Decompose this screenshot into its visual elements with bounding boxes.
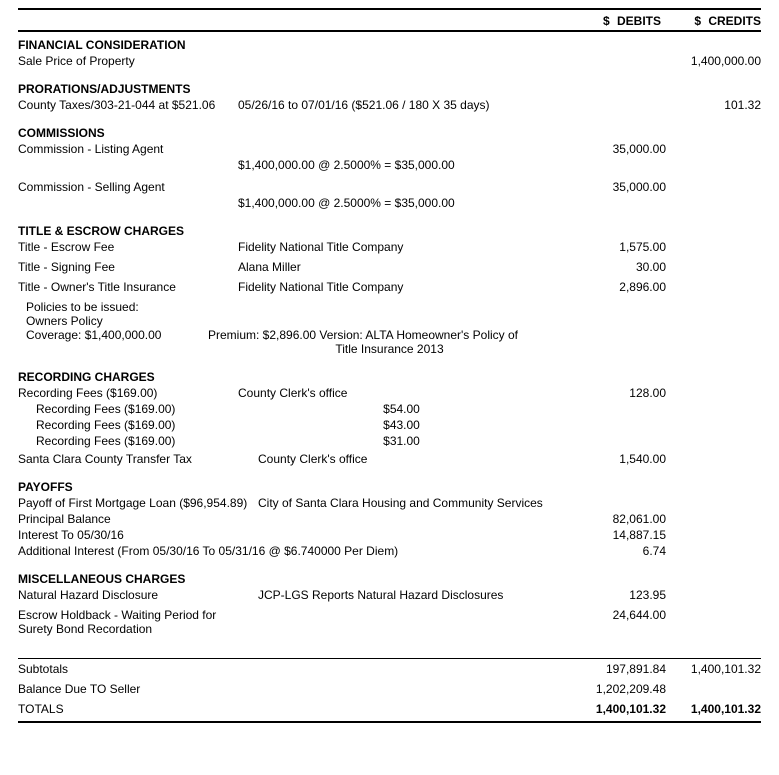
escrow-fee-payee: Fidelity National Title Company [238, 240, 571, 254]
coverage-premium-line: Coverage: $1,400,000.00 Premium: $2,896.… [18, 328, 761, 342]
signing-fee-debit: 30.00 [571, 260, 666, 274]
hazard-disclosure-label: Natural Hazard Disclosure [18, 588, 258, 602]
county-taxes-label: County Taxes/303-21-044 at $521.06 [18, 98, 238, 112]
row-totals: TOTALS 1,400,101.32 1,400,101.32 [18, 699, 761, 719]
recording-sub1-amt: $54.00 [238, 402, 571, 416]
row-recording-fees: Recording Fees ($169.00) County Clerk's … [18, 386, 761, 400]
signing-fee-label: Title - Signing Fee [18, 260, 238, 274]
principal-balance-debit: 82,061.00 [571, 512, 666, 526]
payoff-loan-label: Payoff of First Mortgage Loan ($96,954.8… [18, 496, 258, 510]
balance-due-label: Balance Due TO Seller [18, 682, 238, 696]
top-rule [18, 8, 761, 10]
additional-interest-label: Additional Interest (From 05/30/16 To 05… [18, 544, 478, 558]
debits-header: $DEBITS [561, 14, 661, 28]
premium-line2: Title Insurance 2013 [18, 342, 761, 356]
row-payoff-loan: Payoff of First Mortgage Loan ($96,954.8… [18, 496, 761, 510]
row-owners-title-ins: Title - Owner's Title Insurance Fidelity… [18, 280, 761, 294]
totals-label: TOTALS [18, 702, 238, 716]
coverage-label: Coverage: $1,400,000.00 [18, 328, 208, 342]
commission-listing-calc: $1,400,000.00 @ 2.5000% = $35,000.00 [238, 158, 571, 172]
policies-to-be-issued: Policies to be issued: [18, 300, 761, 314]
commission-listing-debit: 35,000.00 [571, 142, 666, 156]
column-header-row: $DEBITS $CREDITS [18, 12, 761, 32]
interest-to-label: Interest To 05/30/16 [18, 528, 238, 542]
row-commission-listing-calc: $1,400,000.00 @ 2.5000% = $35,000.00 [18, 158, 761, 172]
commission-selling-debit: 35,000.00 [571, 180, 666, 194]
section-prorations-title: PRORATIONS/ADJUSTMENTS [18, 82, 761, 96]
totals-debit: 1,400,101.32 [571, 702, 666, 716]
county-taxes-detail: 05/26/16 to 07/01/16 ($521.06 / 180 X 35… [238, 98, 571, 112]
recording-fees-debit: 128.00 [571, 386, 666, 400]
row-hazard-disclosure: Natural Hazard Disclosure JCP-LGS Report… [18, 588, 761, 602]
subtotals-debit: 197,891.84 [571, 662, 666, 676]
commission-listing-label: Commission - Listing Agent [18, 142, 238, 156]
commission-selling-label: Commission - Selling Agent [18, 180, 238, 194]
row-recording-sub2: Recording Fees ($169.00) $43.00 [18, 418, 761, 432]
principal-balance-label: Principal Balance [18, 512, 238, 526]
additional-interest-debit: 6.74 [571, 544, 666, 558]
escrow-fee-debit: 1,575.00 [571, 240, 666, 254]
section-title-escrow-title: TITLE & ESCROW CHARGES [18, 224, 761, 238]
recording-sub2-label: Recording Fees ($169.00) [18, 418, 238, 432]
row-transfer-tax: Santa Clara County Transfer Tax County C… [18, 452, 761, 466]
row-interest-to: Interest To 05/30/16 14,887.15 [18, 528, 761, 542]
premium-label: Premium: $2,896.00 Version: ALTA Homeown… [208, 328, 761, 342]
payoff-loan-payee: City of Santa Clara Housing and Communit… [258, 496, 571, 510]
row-subtotals: Subtotals 197,891.84 1,400,101.32 [18, 659, 761, 679]
subtotals-credit: 1,400,101.32 [666, 662, 761, 676]
row-commission-selling-calc: $1,400,000.00 @ 2.5000% = $35,000.00 [18, 196, 761, 210]
row-commission-selling: Commission - Selling Agent 35,000.00 [18, 180, 761, 194]
bottom-rule [18, 721, 761, 723]
row-additional-interest: Additional Interest (From 05/30/16 To 05… [18, 544, 761, 558]
interest-to-debit: 14,887.15 [571, 528, 666, 542]
recording-sub3-label: Recording Fees ($169.00) [18, 434, 238, 448]
balance-due-debit: 1,202,209.48 [571, 682, 666, 696]
section-misc-title: MISCELLANEOUS CHARGES [18, 572, 761, 586]
row-signing-fee: Title - Signing Fee Alana Miller 30.00 [18, 260, 761, 274]
row-recording-sub3: Recording Fees ($169.00) $31.00 [18, 434, 761, 448]
recording-fees-payee: County Clerk's office [238, 386, 571, 400]
policies-block: Policies to be issued: Owners Policy Cov… [18, 300, 761, 356]
owners-title-payee: Fidelity National Title Company [238, 280, 571, 294]
totals-credit: 1,400,101.32 [666, 702, 761, 716]
county-taxes-credit: 101.32 [666, 98, 761, 112]
row-recording-sub1: Recording Fees ($169.00) $54.00 [18, 402, 761, 416]
signing-fee-payee: Alana Miller [238, 260, 571, 274]
row-principal-balance: Principal Balance 82,061.00 [18, 512, 761, 526]
section-payoffs-title: PAYOFFS [18, 480, 761, 494]
transfer-tax-payee: County Clerk's office [258, 452, 571, 466]
transfer-tax-debit: 1,540.00 [571, 452, 666, 466]
row-escrow-fee: Title - Escrow Fee Fidelity National Tit… [18, 240, 761, 254]
owners-title-debit: 2,896.00 [571, 280, 666, 294]
row-escrow-holdback: Escrow Holdback - Waiting Period for Sur… [18, 608, 761, 636]
escrow-fee-label: Title - Escrow Fee [18, 240, 238, 254]
section-recording-title: RECORDING CHARGES [18, 370, 761, 384]
row-sale-price: Sale Price of Property 1,400,000.00 [18, 54, 761, 68]
hazard-disclosure-payee: JCP-LGS Reports Natural Hazard Disclosur… [258, 588, 571, 602]
recording-sub2-amt: $43.00 [238, 418, 571, 432]
transfer-tax-label: Santa Clara County Transfer Tax [18, 452, 258, 466]
sale-price-label: Sale Price of Property [18, 54, 238, 68]
recording-sub1-label: Recording Fees ($169.00) [18, 402, 238, 416]
subtotals-label: Subtotals [18, 662, 238, 676]
row-balance-due: Balance Due TO Seller 1,202,209.48 [18, 679, 761, 699]
section-commissions-title: COMMISSIONS [18, 126, 761, 140]
sale-price-credit: 1,400,000.00 [666, 54, 761, 68]
recording-sub3-amt: $31.00 [238, 434, 571, 448]
row-commission-listing: Commission - Listing Agent 35,000.00 [18, 142, 761, 156]
credits-header: $CREDITS [661, 14, 761, 28]
section-financial-title: FINANCIAL CONSIDERATION [18, 38, 761, 52]
recording-fees-label: Recording Fees ($169.00) [18, 386, 238, 400]
escrow-holdback-label: Escrow Holdback - Waiting Period for Sur… [18, 608, 258, 636]
commission-selling-calc: $1,400,000.00 @ 2.5000% = $35,000.00 [238, 196, 571, 210]
hazard-disclosure-debit: 123.95 [571, 588, 666, 602]
escrow-holdback-debit: 24,644.00 [571, 608, 666, 622]
owners-policy-label: Owners Policy [18, 314, 761, 328]
row-county-taxes: County Taxes/303-21-044 at $521.06 05/26… [18, 98, 761, 112]
owners-title-label: Title - Owner's Title Insurance [18, 280, 238, 294]
